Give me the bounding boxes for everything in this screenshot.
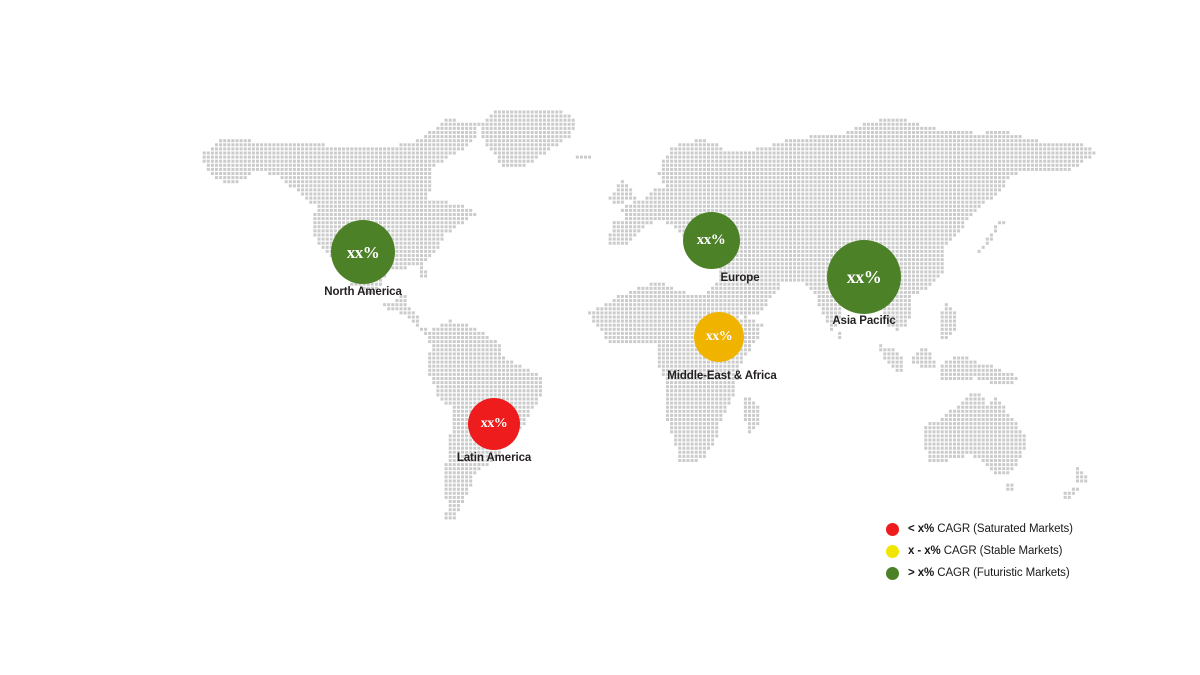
bubble-value-latin-america: xx% bbox=[480, 416, 508, 431]
legend-row-futuristic[interactable]: > x% CAGR (Futuristic Markets) bbox=[886, 562, 1096, 584]
region-label-middle-east-africa: Middle-East & Africa bbox=[667, 370, 777, 382]
bubble-asia-pacific[interactable]: xx% bbox=[827, 240, 901, 314]
bubble-value-asia-pacific: xx% bbox=[846, 267, 882, 287]
legend-row-saturated[interactable]: < x% CAGR (Saturated Markets) bbox=[886, 518, 1096, 540]
bubble-value-north-america: xx% bbox=[346, 242, 380, 262]
region-label-north-america: North America bbox=[324, 286, 402, 298]
legend-rest-stable: CAGR (Stable Markets) bbox=[940, 545, 1063, 557]
legend-prefix-futuristic: > x% bbox=[908, 567, 935, 579]
region-label-latin-america: Latin America bbox=[456, 452, 532, 464]
legend-dot-futuristic-icon bbox=[886, 566, 899, 580]
region-label-europe: Europe bbox=[720, 272, 760, 284]
legend-dot-stable-icon bbox=[886, 544, 899, 558]
legend-text-stable: x - x% CAGR (Stable Markets) bbox=[908, 545, 1063, 557]
map-dot-grid bbox=[202, 110, 1096, 520]
legend-dot-saturated-icon bbox=[886, 522, 899, 536]
legend: < x% CAGR (Saturated Markets) x - x% CAGR… bbox=[886, 518, 1096, 584]
bubble-value-middle-east-africa: xx% bbox=[705, 329, 733, 344]
legend-rest-futuristic: CAGR (Futuristic Markets) bbox=[934, 567, 1070, 579]
region-label-asia-pacific: Asia Pacific bbox=[832, 315, 896, 327]
legend-row-stable[interactable]: x - x% CAGR (Stable Markets) bbox=[886, 540, 1096, 562]
bubble-europe[interactable]: xx% bbox=[682, 211, 740, 269]
bubble-latin-america[interactable]: xx% bbox=[468, 398, 520, 450]
bubble-middle-east-africa[interactable]: xx% bbox=[694, 312, 744, 362]
legend-text-saturated: < x% CAGR (Saturated Markets) bbox=[908, 523, 1073, 535]
legend-prefix-stable: x - x% bbox=[908, 545, 941, 557]
legend-prefix-saturated: < x% bbox=[908, 523, 935, 535]
legend-rest-saturated: CAGR (Saturated Markets) bbox=[934, 523, 1073, 535]
bubble-north-america[interactable]: xx% bbox=[331, 220, 395, 284]
legend-text-futuristic: > x% CAGR (Futuristic Markets) bbox=[908, 567, 1070, 579]
bubble-value-europe: xx% bbox=[696, 231, 726, 248]
